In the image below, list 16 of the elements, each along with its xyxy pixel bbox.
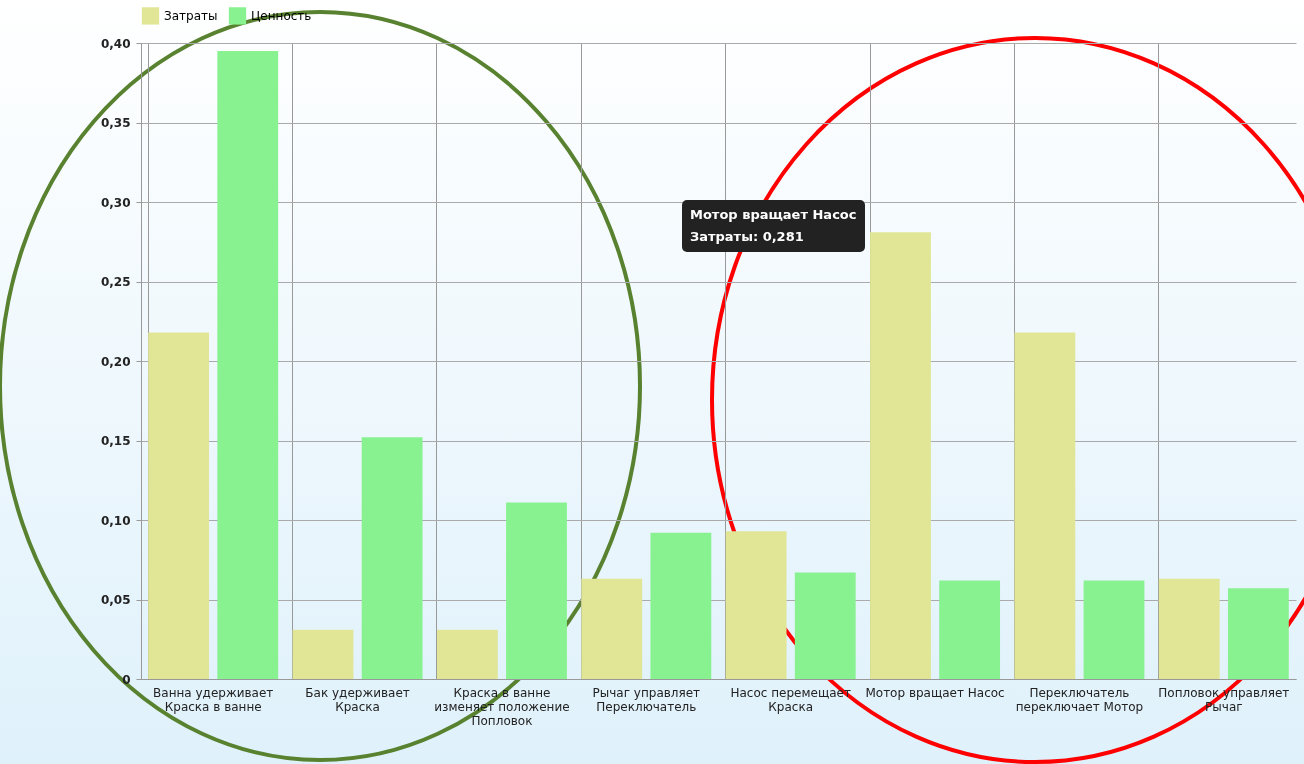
annotation: Мотор вращает Насос (690, 206, 857, 224)
y-tick-label: 0,10 (100, 513, 131, 528)
y-tick-label: 0,20 (100, 354, 131, 369)
y-tick-label: 0,05 (100, 593, 131, 607)
y-tick-label: 0,15 (100, 434, 131, 448)
y-tick-label: 0,35 (100, 116, 131, 130)
x-tick-label: Переключатель переключает Мотор (1015, 685, 1144, 714)
x-tick-label: Бак удерживает Краска (305, 685, 410, 714)
x-tick-label: Рычаг управляет Переключатель (592, 685, 701, 714)
x-tick-label: Ванна удерживает Краска в ванне (153, 685, 274, 714)
annotation: Затраты: 0,281 (690, 228, 805, 246)
legend-label: Затраты (164, 8, 218, 23)
y-tick-label: 0,40 (100, 36, 131, 51)
y-tick-label: 0,25 (100, 275, 131, 289)
x-tick-label: Мотор вращает Насос (865, 685, 1005, 700)
y-tick-label: 0,30 (100, 195, 131, 210)
